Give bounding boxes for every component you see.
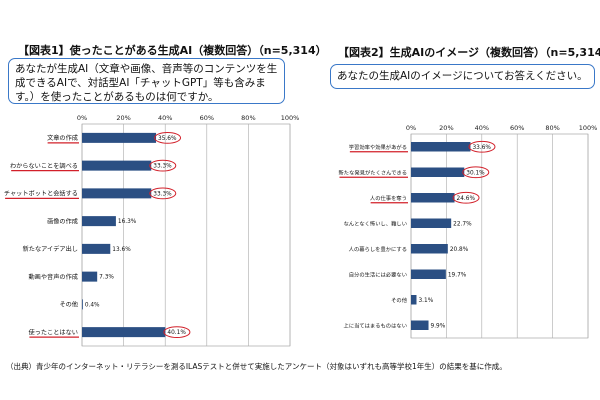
data-label: 40.1% (167, 330, 186, 336)
x-tick-label: 80% (241, 114, 255, 122)
x-tick-label: 80% (545, 124, 559, 132)
x-tick-label: 0% (77, 114, 87, 122)
category-label: わからないことを調べる (10, 162, 78, 170)
category-label: 新たな発見がたくさんできる (339, 169, 408, 177)
x-tick-label: 20% (439, 124, 453, 132)
data-label: 33.3% (153, 164, 172, 170)
bar (411, 269, 446, 279)
x-tick-label: 0% (406, 124, 416, 132)
data-label-highlight-ring (163, 326, 191, 339)
x-tick-label: 40% (158, 114, 172, 122)
data-label: 33.6% (472, 145, 491, 151)
bar (82, 271, 98, 282)
category-label: 人の仕事を奪う (370, 194, 407, 202)
bar (411, 218, 452, 228)
bar (411, 320, 429, 330)
x-tick-label: 100% (579, 124, 598, 132)
data-label: 24.6% (457, 196, 476, 202)
figure-2-title: 【図表2】生成AIのイメージ（複数回答）（n=5,314） (338, 46, 600, 59)
figure-2-question: あなたの生成AIのイメージについてお答えください。 (330, 64, 595, 89)
bar (82, 216, 116, 227)
bar (411, 142, 471, 152)
bar (82, 327, 166, 338)
figure-1-question: あなたが生成AI（文章や画像、音声等のコンテンツを生成できるAIで、対話型AI「… (8, 58, 285, 104)
category-label: 画像の作成 (47, 217, 78, 225)
category-label: 自分の生活には必要ない (349, 271, 407, 279)
data-label-highlight-ring (149, 159, 177, 172)
bar (411, 244, 448, 254)
category-label: なんとなく怖いし、難しい (344, 220, 407, 228)
data-label: 20.8% (450, 247, 469, 253)
bar (82, 243, 111, 254)
figure-2: 【図表2】生成AIのイメージ（複数回答）（n=5,314） あなたの生成AIのイ… (300, 0, 600, 355)
data-label-highlight-ring (468, 140, 496, 153)
data-label: 22.7% (453, 221, 472, 227)
source-note: （出典）青少年のインターネット・リテラシーを測るILASテストと併せて実施したア… (6, 362, 507, 371)
data-label: 35.6% (158, 136, 177, 142)
category-label: 使ったことはない (29, 328, 79, 336)
data-label: 7.3% (99, 275, 114, 281)
figure-2-bar-chart: 0% 20% 40% 60% 80% 100% 学習効率や効果があがる 33.6% 新たな発見が… (339, 124, 598, 339)
bar (411, 193, 455, 203)
bar (411, 167, 465, 177)
data-label: 30.1% (466, 170, 485, 176)
data-label: 0.4% (85, 302, 100, 308)
data-label: 33.3% (153, 191, 172, 197)
figure-1-bar-chart: 0% 20% 40% 60% 80% 100% 文章の作成 35.6% わからないことを調べる 3… (4, 114, 300, 347)
data-label: 13.6% (112, 247, 131, 253)
category-label: 文章の作成 (47, 134, 78, 142)
data-label: 16.3% (118, 219, 137, 225)
x-tick-label: 60% (200, 114, 214, 122)
data-label-highlight-ring (452, 191, 480, 204)
x-tick-label: 20% (116, 114, 130, 122)
data-label-highlight-ring (149, 187, 177, 200)
data-label-highlight-ring (154, 131, 182, 144)
data-label: 9.9% (431, 323, 446, 329)
x-tick-label: 100% (281, 114, 300, 122)
category-label: その他 (391, 296, 408, 304)
bar (82, 299, 83, 310)
bar (82, 160, 152, 171)
plot-area-frame (410, 133, 589, 339)
category-label: 人の暮らしを豊かにする (349, 245, 407, 253)
data-label: 3.1% (418, 298, 433, 304)
plot-area-frame (81, 123, 291, 347)
figure-1: 【図表1】使ったことがある生成AI（複数回答）（n=5,314） あなたが生成A… (0, 0, 327, 355)
figure-1-title: 【図表1】使ったことがある生成AI（複数回答）（n=5,314） (18, 44, 327, 57)
x-tick-label: 60% (510, 124, 524, 132)
bar (411, 295, 417, 305)
category-label: 新たなアイデア出し (23, 245, 78, 253)
category-label: チャットボットと会話する (4, 190, 78, 198)
bar (82, 132, 157, 143)
category-label: その他 (59, 301, 78, 309)
category-label: 動画や音声の作成 (29, 273, 79, 281)
category-label: 学習効率や効果があがる (349, 143, 407, 151)
category-label: 上に当てはまるものはない (344, 322, 407, 330)
data-label-highlight-ring (462, 166, 490, 179)
bar (82, 188, 152, 199)
x-tick-label: 40% (475, 124, 489, 132)
data-label: 19.7% (448, 272, 467, 278)
